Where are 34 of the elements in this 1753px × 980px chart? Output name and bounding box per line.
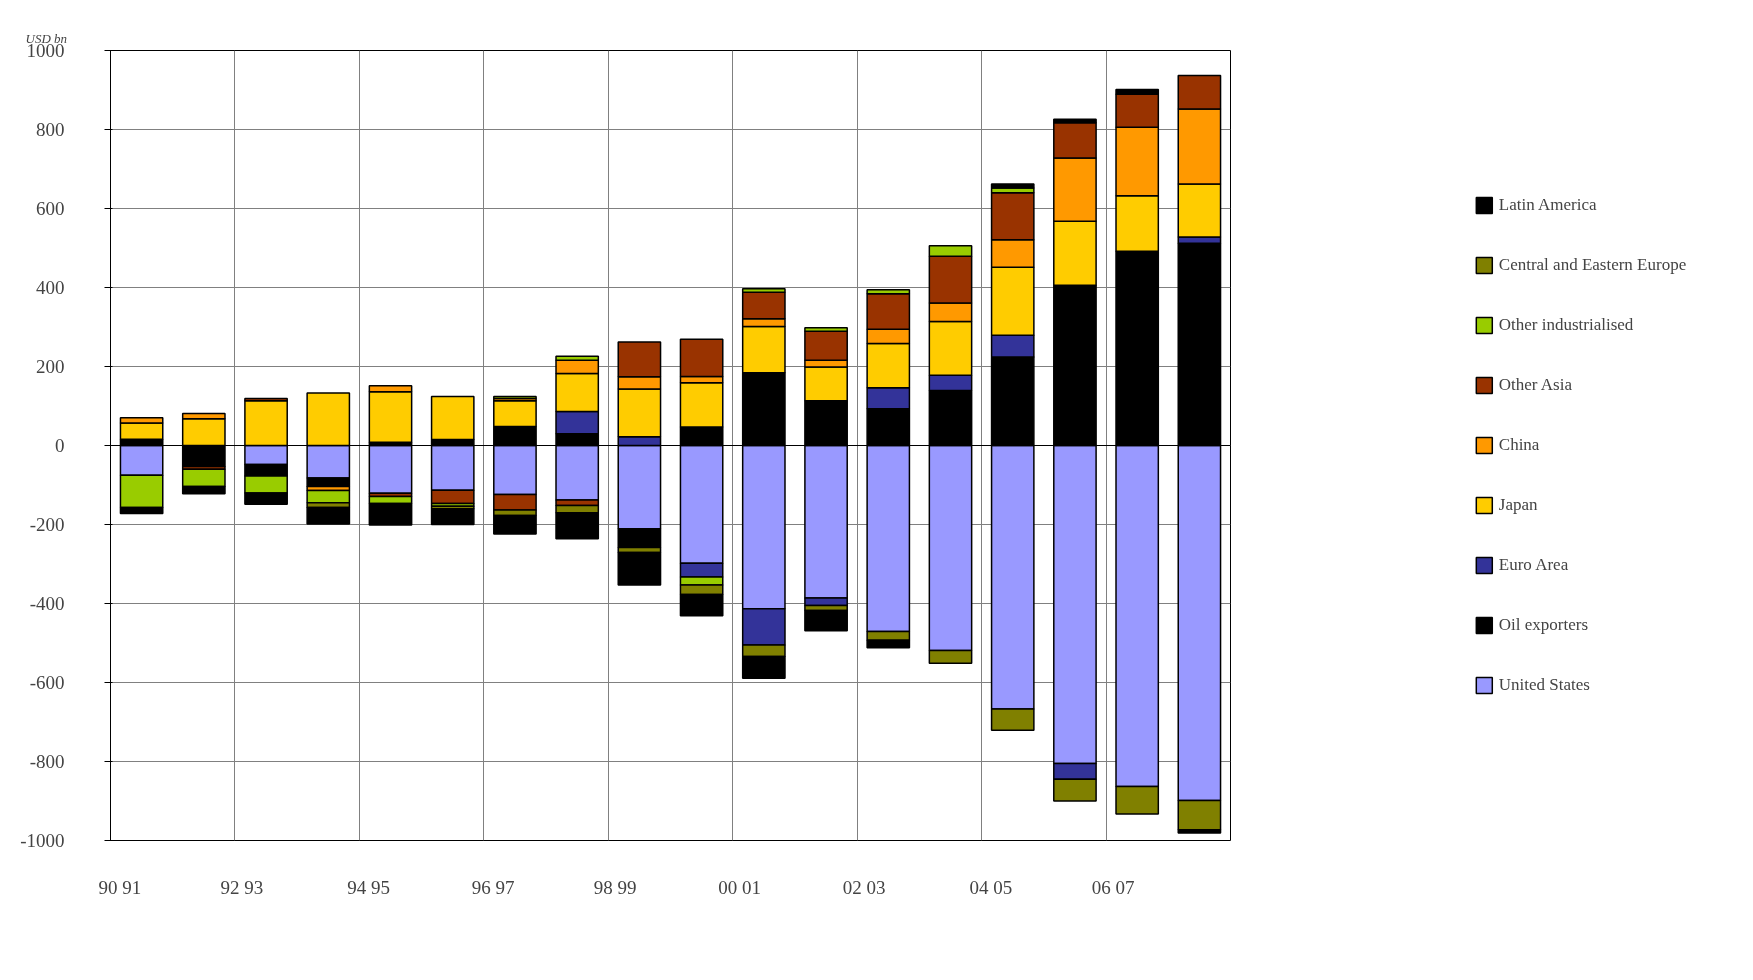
text: 04 05 (969, 876, 1013, 898)
bar (617, 551, 662, 586)
bar (430, 507, 475, 526)
legend-label: Japan (1498, 495, 1538, 515)
text: 02 03 (842, 876, 886, 898)
y-tick-label: 600 (36, 198, 65, 219)
bar (990, 183, 1035, 189)
legend-label: United States (1498, 675, 1590, 695)
text: 92 93 (220, 876, 264, 898)
text: 06 07 (1091, 876, 1135, 898)
text: 98 99 (593, 876, 637, 898)
legend-label: Oil exporters (1498, 615, 1589, 635)
legend-label: China (1498, 435, 1540, 455)
text: 90 91 (98, 876, 142, 898)
y-tick-label: -200 (29, 514, 65, 535)
y-tick-label: 200 (36, 356, 65, 377)
legend-label: Euro Area (1498, 555, 1569, 575)
legend-label: Other Asia (1498, 375, 1572, 395)
text: 96 97 (471, 876, 515, 898)
legend-label: Central and Eastern Europe (1498, 255, 1687, 275)
y-tick-label: -400 (29, 593, 65, 614)
y-tick-label: 800 (36, 119, 65, 140)
text: 94 95 (347, 876, 391, 898)
y-tick-label: -800 (29, 751, 65, 772)
bar (804, 609, 848, 632)
y-tick-label: 400 (36, 277, 65, 298)
legend-label: Other industrialised (1498, 315, 1634, 335)
y-tick-label: 0 (55, 435, 65, 456)
legend-label: Latin America (1498, 195, 1597, 215)
bar (306, 506, 351, 525)
text: 00 01 (718, 876, 762, 898)
y-tick-label: -1000 (20, 830, 65, 851)
bar (368, 444, 413, 495)
y-tick-label: -600 (29, 672, 65, 693)
